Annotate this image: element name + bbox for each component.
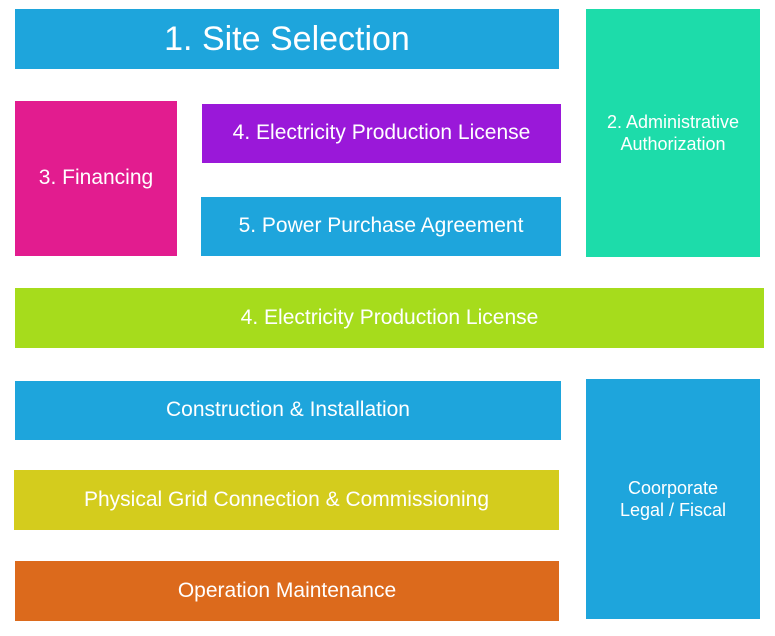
corporate-legal-fiscal-text: Coorporate Legal / Fiscal [620, 477, 726, 522]
site-selection-label: 1. Site Selection [164, 19, 410, 58]
financing-label: 3. Financing [38, 166, 154, 190]
grid-connection-label: Physical Grid Connection & Commissioning [84, 487, 489, 511]
operation-maintenance-label: Operation Maintenance [177, 578, 397, 602]
administrative-authorization-text: 2. Administrative Authorization [607, 111, 739, 156]
site-selection-block: 1. Site Selection [15, 9, 559, 69]
electricity-license-label: 4. Electricity Production License [232, 121, 531, 145]
electricity-license-wide-block: 4. Electricity Production License [15, 288, 764, 348]
administrative-authorization-line1: 2. Administrative [606, 111, 740, 132]
administrative-authorization-block: 2. Administrative Authorization [586, 9, 760, 257]
power-purchase-agreement-block: 5. Power Purchase Agreement [201, 197, 561, 256]
operation-maintenance-block: Operation Maintenance [15, 561, 559, 621]
power-purchase-agreement-label: 5. Power Purchase Agreement [238, 214, 524, 238]
corporate-legal-fiscal-block: Coorporate Legal / Fiscal [586, 379, 760, 619]
financing-block: 3. Financing [15, 101, 177, 256]
administrative-authorization-line2: Authorization [620, 134, 726, 154]
construction-installation-block: Construction & Installation [15, 381, 561, 440]
corporate-line1: Coorporate [627, 477, 719, 498]
corporate-line2: Legal / Fiscal [619, 500, 727, 520]
grid-connection-block: Physical Grid Connection & Commissioning [14, 470, 559, 530]
construction-installation-label: Construction & Installation [166, 398, 410, 422]
electricity-license-block: 4. Electricity Production License [202, 104, 561, 163]
electricity-license-wide-label: 4. Electricity Production License [240, 305, 539, 329]
